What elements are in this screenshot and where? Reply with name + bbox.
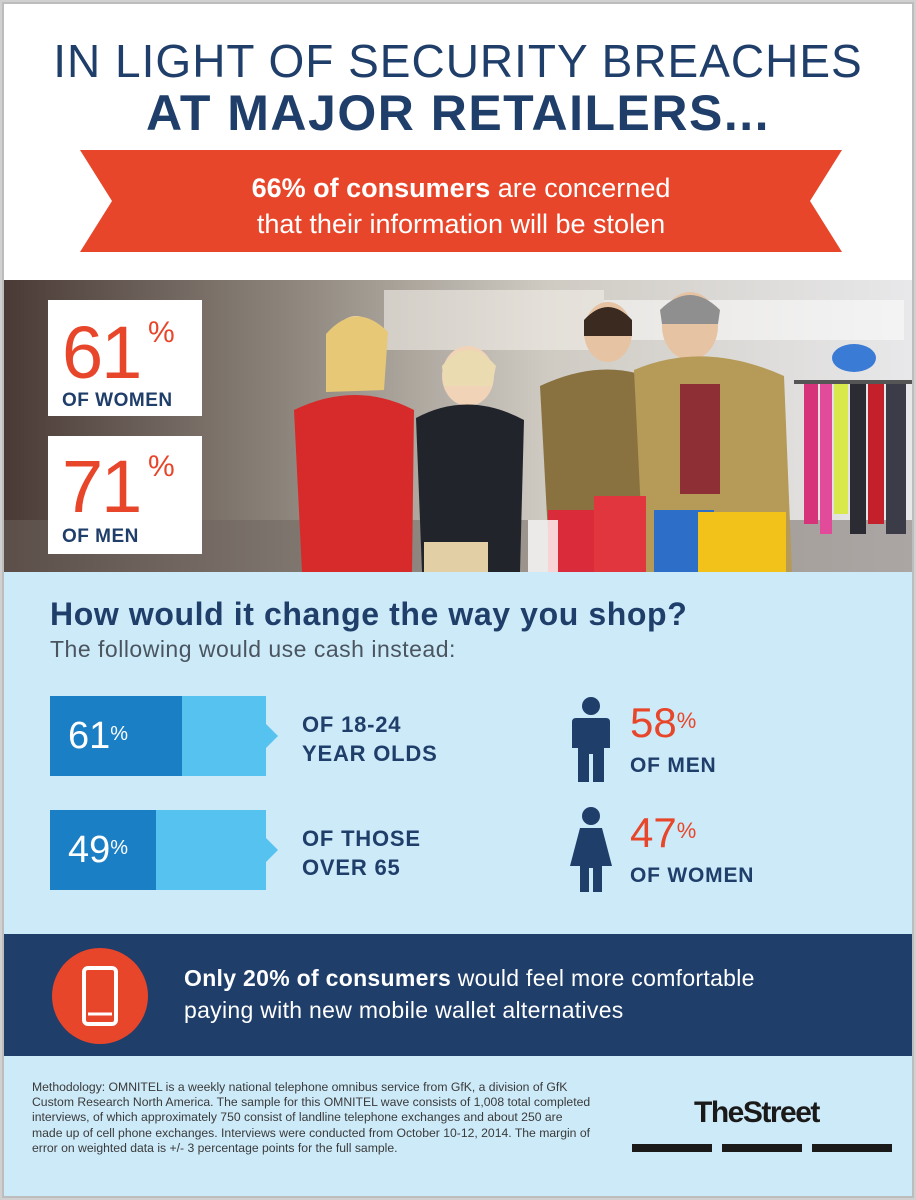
banner-text: 66% of consumers are concerned that thei…: [80, 170, 842, 242]
logo-underline-bars: [632, 1144, 892, 1152]
woman-icon: [570, 807, 612, 892]
banner-line-2: that their information will be stolen: [256, 209, 666, 239]
stat-women-card: 61 % OF WOMEN: [48, 300, 202, 416]
section-question: How would it change the way you shop?: [50, 596, 688, 632]
bar-fill: [50, 696, 182, 776]
mobile-line-2: paying with new mobile wallet alternativ…: [184, 997, 624, 1023]
men-label: OF MEN: [630, 754, 717, 777]
stat-men-unit: %: [148, 450, 175, 483]
stat-men-label: OF MEN: [62, 526, 139, 547]
bar-fill: [50, 810, 156, 890]
ribbon-banner: 66% of consumers are concerned that thei…: [80, 150, 842, 252]
bar-arrow: [266, 724, 278, 748]
thestreet-logo: TheStreet: [694, 1096, 820, 1129]
mobile-badge: [52, 948, 148, 1044]
banner-bold: 66% of consumers: [251, 173, 491, 203]
age-label-18-24: OF 18-24 YEAR OLDS: [302, 712, 438, 766]
stat-women-label: OF WOMEN: [62, 390, 173, 411]
ribbon-shape: [80, 150, 842, 252]
banner-rest: are concerned: [490, 173, 671, 203]
man-icon: [572, 697, 610, 782]
title-line-2: AT MAJOR RETAILERS...: [145, 85, 771, 141]
age-bar-18-24: 61%: [50, 696, 278, 776]
shopping-change-section: How would it change the way you shop? Th…: [4, 572, 912, 934]
age-label-over-65: OF THOSE OVER 65: [302, 826, 421, 880]
mobile-bold: Only 20% of consumers: [184, 965, 452, 991]
section-subtitle: The following would use cash instead:: [50, 636, 456, 662]
stat-men-value: 71: [62, 445, 142, 528]
header: IN LIGHT OF SECURITY BREACHES AT MAJOR R…: [4, 4, 912, 280]
bar-value: 61%: [68, 715, 129, 757]
stat-women-unit: %: [148, 316, 175, 349]
mobile-wallet-text: Only 20% of consumers would feel more co…: [184, 965, 755, 1023]
smartphone-icon: [82, 966, 118, 1026]
women-value: 47%: [630, 809, 697, 856]
mobile-wallet-band: Only 20% of consumers would feel more co…: [4, 934, 912, 1056]
methodology-text: Methodology: OMNITEL is a weekly nationa…: [32, 1080, 591, 1155]
women-label: OF WOMEN: [630, 864, 755, 887]
title-line-1: IN LIGHT OF SECURITY BREACHES: [53, 35, 863, 87]
bar-value: 49%: [68, 829, 129, 871]
shoppers-photo: 61 % OF WOMEN 71 % OF MEN: [4, 280, 912, 572]
bar-arrow: [266, 838, 278, 862]
age-bar-over-65: 49%: [50, 810, 278, 890]
men-value: 58%: [630, 699, 697, 746]
stat-men-card: 71 % OF MEN: [48, 436, 202, 554]
stat-women-value: 61: [62, 311, 142, 394]
footer: Methodology: OMNITEL is a weekly nationa…: [4, 1056, 912, 1196]
